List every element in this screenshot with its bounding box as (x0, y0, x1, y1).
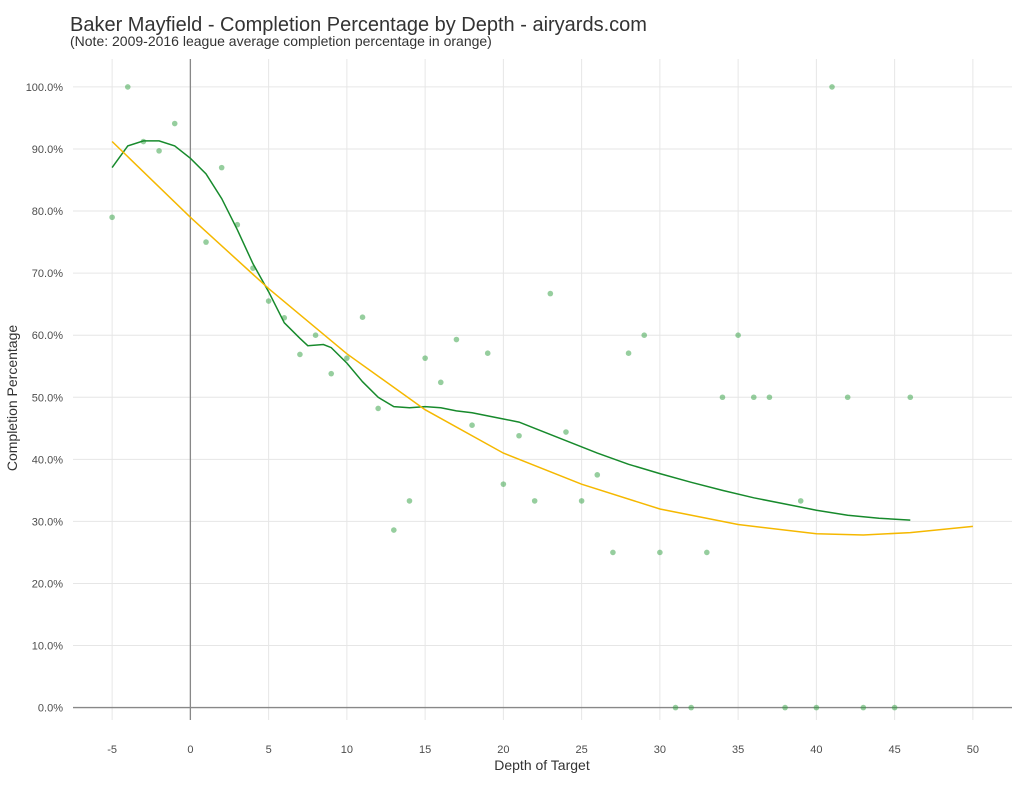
point (375, 405, 381, 412)
y-tick-label: 30.0% (32, 516, 63, 528)
point (578, 498, 585, 504)
x-tick-label: 40 (810, 744, 822, 756)
point (813, 704, 820, 711)
point (437, 379, 444, 386)
y-tick-label: 40.0% (32, 454, 63, 466)
x-tick-label: 15 (419, 744, 431, 756)
point (719, 394, 726, 401)
point (594, 472, 601, 478)
x-tick-label: 45 (889, 744, 901, 756)
point (328, 370, 335, 377)
x-tick-label: -5 (107, 744, 117, 756)
point (203, 239, 209, 245)
point (218, 164, 225, 171)
y-tick-label: 60.0% (32, 330, 63, 342)
x-tick-label: 25 (576, 744, 588, 756)
point (766, 394, 773, 401)
y-tick-label: 20.0% (32, 578, 63, 590)
x-tick-label: 0 (187, 744, 193, 756)
y-tick-label: 10.0% (32, 641, 63, 653)
point (359, 314, 366, 320)
point (109, 214, 115, 221)
point (860, 704, 867, 711)
point (625, 350, 632, 356)
y-tick-label: 80.0% (32, 206, 63, 218)
point (531, 498, 538, 504)
point (750, 394, 757, 401)
point (406, 498, 413, 504)
chart-title: Baker Mayfield - Completion Percentage b… (70, 14, 647, 36)
y-tick-label: 70.0% (32, 268, 63, 280)
x-tick-label: 30 (654, 744, 666, 756)
y-tick-label: 50.0% (32, 392, 63, 404)
y-axis-label: Completion Percentage (4, 325, 20, 472)
point (453, 336, 460, 343)
x-tick-label: 10 (341, 744, 353, 756)
point (469, 422, 475, 428)
trend-line (111, 140, 973, 536)
point (547, 290, 554, 297)
point (672, 704, 679, 711)
point (688, 704, 694, 711)
y-tick-label: 0.0% (38, 703, 63, 715)
x-tick-label: 35 (732, 744, 744, 756)
point (657, 549, 663, 556)
point (422, 355, 428, 361)
chart-subtitle: (Note: 2009-2016 league average completi… (70, 33, 492, 49)
point (171, 120, 178, 127)
point (500, 481, 507, 487)
point (704, 549, 710, 556)
trend-line (111, 140, 911, 521)
point (124, 84, 131, 90)
x-tick-label: 20 (497, 744, 509, 756)
point (829, 84, 835, 90)
x-tick-label: 5 (266, 744, 272, 756)
y-tick-label: 100.0% (26, 82, 64, 94)
point (735, 332, 741, 338)
point (391, 527, 397, 533)
point (484, 350, 491, 356)
point (782, 704, 788, 711)
x-tick-label: 50 (967, 744, 979, 756)
point (907, 394, 914, 401)
point (297, 351, 303, 358)
point (265, 298, 272, 304)
point (641, 332, 648, 338)
point (797, 498, 804, 504)
point (344, 355, 350, 361)
point (844, 394, 851, 401)
point (312, 332, 319, 338)
point (610, 549, 616, 556)
point (516, 432, 522, 439)
x-axis-label: Depth of Target (494, 757, 590, 773)
y-tick-label: 90.0% (32, 144, 63, 156)
point (891, 704, 898, 711)
point (156, 148, 162, 154)
point (563, 429, 569, 435)
